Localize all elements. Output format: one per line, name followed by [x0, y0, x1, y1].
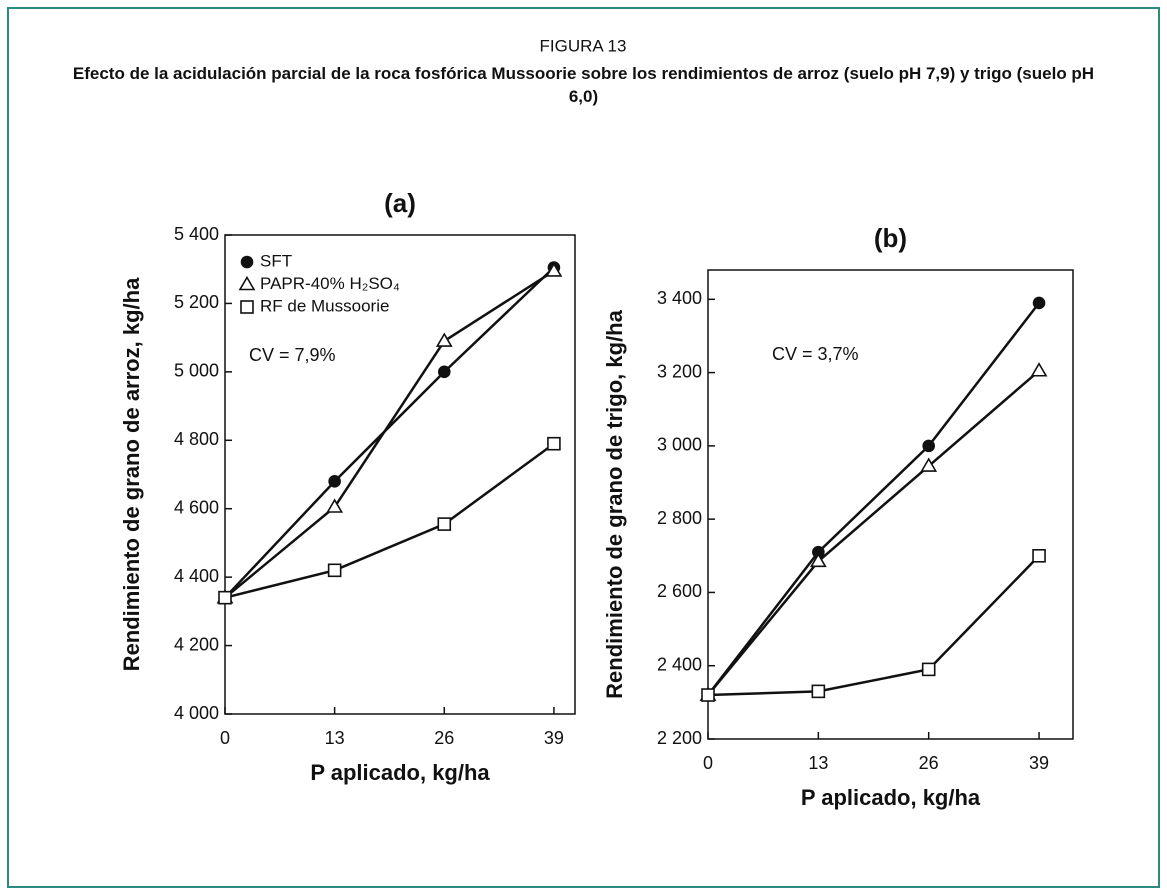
y-tick-label: 3 400: [657, 288, 702, 308]
annotation: CV = 3,7%: [772, 344, 859, 364]
y-tick-label: 2 600: [657, 581, 702, 601]
plot-frame: [707, 269, 1074, 740]
y-tick-label: 4 800: [174, 429, 219, 449]
series-line: [707, 302, 1041, 696]
point: [921, 662, 936, 677]
x-tick-label: 39: [1029, 753, 1049, 773]
point: [435, 332, 453, 347]
series-line: [707, 369, 1040, 696]
y-tick-label: 4 600: [174, 497, 219, 517]
point: [326, 498, 344, 513]
point: [809, 552, 827, 568]
point: [218, 590, 232, 605]
y-tick-label: 5 400: [174, 224, 219, 244]
legend-label: RF de Mussoorie: [260, 296, 389, 315]
x-tick-label: 0: [220, 728, 230, 748]
y-tick-label: 5 200: [174, 292, 219, 312]
title-box: Efecto de la acidulación parcial de la r…: [72, 64, 1095, 106]
y-tick-label: 4 400: [174, 566, 219, 586]
y-tick-label: 2 200: [657, 728, 702, 748]
point: [238, 275, 256, 291]
point: [547, 436, 561, 451]
y-tick-label: 3 000: [657, 435, 702, 455]
series-line: [224, 269, 555, 599]
point: [328, 475, 341, 488]
y-tick-label: 2 800: [657, 508, 702, 528]
x-tick-label: 0: [703, 753, 713, 773]
point: [922, 439, 935, 453]
y-axis-label: Rendimiento de grano de arroz, kg/ha: [119, 277, 144, 671]
point: [437, 517, 452, 531]
x-tick-label: 39: [544, 728, 564, 748]
point: [240, 300, 254, 314]
x-tick-label: 13: [325, 728, 345, 748]
y-tick-label: 3 200: [657, 361, 702, 381]
series-line: [707, 554, 1040, 697]
point: [1032, 296, 1046, 310]
series-line: [224, 266, 555, 599]
annotation: CV = 7,9%: [249, 345, 336, 365]
point: [1030, 362, 1048, 377]
legend-label: PAPR-40% H₂SO₄: [260, 274, 400, 293]
y-tick-label: 2 400: [657, 654, 702, 674]
x-tick-label: 26: [919, 753, 939, 773]
chart-title: (b): [874, 223, 907, 253]
y-tick-label: 4 000: [174, 703, 219, 723]
point: [327, 563, 342, 578]
y-tick-label: 4 200: [174, 634, 219, 654]
figure-label: FIGURA 13: [540, 36, 627, 55]
point: [1032, 548, 1046, 563]
y-axis-label: Rendimiento de grano de trigo, kg/ha: [602, 309, 627, 698]
point: [437, 365, 451, 379]
frame: [7, 7, 1160, 888]
legend-label: SFT: [260, 251, 292, 270]
point: [920, 457, 938, 472]
point: [240, 255, 254, 269]
figure-title: Efecto de la acidulación parcial de la r…: [72, 64, 1095, 106]
y-tick-label: 5 000: [174, 361, 219, 381]
plot-frame: [224, 234, 576, 715]
point: [545, 262, 563, 277]
point: [811, 684, 826, 699]
x-axis-label: P aplicado, kg/ha: [310, 760, 490, 785]
series-line: [224, 442, 555, 599]
point: [701, 688, 715, 702]
x-axis-label: P aplicado, kg/ha: [801, 785, 981, 810]
x-tick-label: 26: [434, 728, 454, 748]
x-tick-label: 13: [808, 753, 828, 773]
chart-title: (a): [384, 188, 416, 218]
